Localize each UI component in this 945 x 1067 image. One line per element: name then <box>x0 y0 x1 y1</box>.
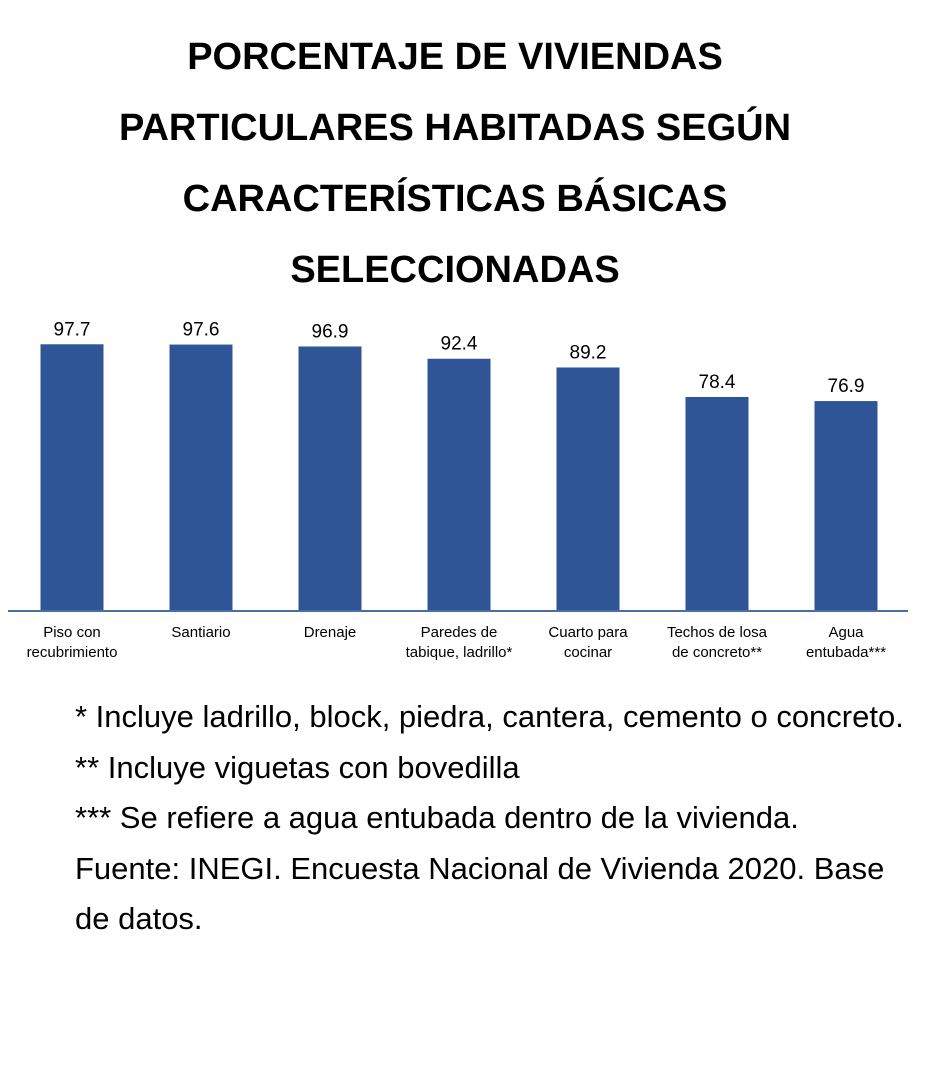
value-label-6: 78.4 <box>699 372 736 393</box>
category-label-line: Agua <box>828 624 864 641</box>
category-label-1: Piso con recubrimiento <box>27 624 118 661</box>
bar-4 <box>427 358 491 611</box>
bar-2 <box>169 344 233 611</box>
category-label-line: recubrimiento <box>27 644 118 661</box>
value-label-1: 97.7 <box>54 319 91 340</box>
category-label-line: tabique, ladrillo* <box>406 644 513 661</box>
value-label-5: 89.2 <box>570 342 607 363</box>
footnote-1: * Incluye ladrillo, block, piedra, cante… <box>75 699 904 734</box>
footnote-3: *** Se refiere a agua entubada dentro de… <box>75 800 799 835</box>
bars-layer <box>40 344 878 611</box>
category-label-line: de concreto** <box>672 644 762 661</box>
category-label-line: Cuarto para <box>548 624 628 641</box>
category-label-7: Agua entubada*** <box>806 624 886 661</box>
category-label-line: entubada*** <box>806 644 886 661</box>
value-label-3: 96.9 <box>312 321 349 342</box>
category-label-5: Cuarto para cocinar <box>548 624 628 661</box>
category-label-line: Techos de losa <box>667 624 768 641</box>
category-label-line: Drenaje <box>304 624 357 641</box>
value-label-7: 76.9 <box>828 376 865 397</box>
chart-title: PORCENTAJE DE VIVIENDAS PARTICULARES HAB… <box>118 36 792 291</box>
value-label-4: 92.4 <box>441 334 478 355</box>
bar-chart: 97.7 97.6 96.9 92.4 89.2 78.4 76.9 Piso con rec… <box>8 319 908 661</box>
value-label-2: 97.6 <box>183 320 220 341</box>
category-label-line: Santiario <box>171 624 230 641</box>
category-label-3: Drenaje <box>304 624 357 641</box>
category-label-4: Paredes de tabique, ladrillo* <box>406 624 513 661</box>
bar-5 <box>556 367 620 611</box>
footnote-2: ** Incluye viguetas con bovedilla <box>75 749 520 785</box>
bar-6 <box>685 396 749 611</box>
category-label-line: cocinar <box>564 644 612 661</box>
category-label-6: Techos de losa de concreto** <box>667 624 768 661</box>
bar-1 <box>40 344 104 611</box>
category-label-2: Santiario <box>171 624 230 641</box>
category-label-line: Paredes de <box>421 624 498 641</box>
category-labels-layer: Piso con recubrimiento Santiario Drenaje Par… <box>27 624 887 661</box>
source-note: Fuente: INEGI. Encuesta Nacional de Vivi… <box>75 850 885 937</box>
bar-7 <box>814 401 878 611</box>
value-labels-layer: 97.7 97.6 96.9 92.4 89.2 78.4 76.9 <box>54 319 865 397</box>
bar-3 <box>298 346 362 611</box>
footnotes: * Incluye ladrillo, block, piedra, cante… <box>75 692 915 945</box>
category-label-line: Piso con <box>43 624 101 641</box>
